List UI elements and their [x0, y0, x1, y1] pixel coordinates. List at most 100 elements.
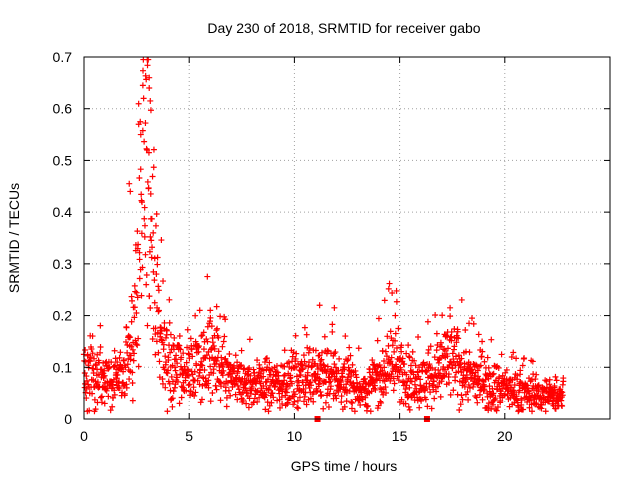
- data-point: [405, 403, 412, 410]
- data-point: [140, 67, 147, 74]
- data-point: [89, 390, 96, 397]
- data-point: [489, 401, 496, 408]
- data-point: [150, 229, 157, 236]
- data-point: [250, 399, 257, 406]
- data-point: [294, 404, 301, 411]
- data-point: [494, 404, 501, 411]
- data-point: [133, 289, 140, 296]
- x-axis-label: GPS time / hours: [291, 458, 398, 474]
- data-point: [406, 406, 413, 413]
- data-point: [177, 346, 184, 353]
- data-point: [144, 322, 151, 329]
- data-point: [144, 62, 151, 69]
- data-point: [320, 405, 327, 412]
- data-point: [449, 365, 456, 372]
- data-point: [489, 371, 496, 378]
- data-point: [397, 366, 404, 373]
- data-point: [399, 355, 406, 362]
- data-point: [149, 244, 156, 251]
- data-point: [169, 403, 176, 410]
- data-point: [94, 379, 101, 386]
- data-point: [466, 349, 473, 356]
- data-point: [479, 396, 486, 403]
- data-point: [89, 333, 96, 340]
- data-point: [442, 332, 449, 339]
- data-point: [151, 255, 158, 262]
- data-point: [493, 407, 500, 414]
- data-point: [97, 349, 104, 356]
- data-point: [474, 399, 481, 406]
- data-point: [145, 56, 152, 63]
- data-point: [194, 377, 201, 384]
- data-point: [455, 335, 462, 342]
- data-point: [150, 146, 157, 153]
- data-point: [151, 277, 158, 284]
- data-point: [377, 398, 384, 405]
- data-point: [265, 387, 272, 394]
- data-point: [430, 378, 437, 385]
- data-point: [431, 395, 438, 402]
- data-point: [312, 377, 319, 384]
- data-point: [387, 328, 394, 335]
- data-point: [332, 364, 339, 371]
- data-point: [139, 127, 146, 134]
- data-point: [135, 363, 142, 370]
- data-point: [191, 368, 198, 375]
- data-point: [372, 386, 379, 393]
- data-point: [178, 383, 185, 390]
- data-point: [200, 346, 207, 353]
- data-point: [325, 404, 332, 411]
- data-point: [222, 316, 229, 323]
- data-point: [461, 383, 468, 390]
- data-point: [346, 388, 353, 395]
- data-point: [329, 328, 336, 335]
- data-point: [146, 85, 153, 92]
- data-point: [256, 394, 263, 401]
- data-point: [238, 347, 245, 354]
- data-point: [164, 408, 171, 415]
- data-point: [234, 359, 241, 366]
- data-point: [264, 399, 271, 406]
- data-point: [402, 386, 409, 393]
- data-point: [528, 376, 535, 383]
- data-point: [393, 344, 400, 351]
- data-point: [133, 341, 140, 348]
- data-point: [420, 359, 427, 366]
- data-point: [395, 325, 402, 332]
- data-point: [428, 405, 435, 412]
- data-point: [314, 366, 321, 373]
- data-point: [187, 335, 194, 342]
- data-point: [170, 388, 177, 395]
- data-point: [559, 403, 566, 410]
- data-point: [134, 228, 141, 235]
- data-point: [381, 297, 388, 304]
- data-point: [498, 351, 505, 358]
- data-point: [465, 381, 472, 388]
- data-point: [526, 404, 533, 411]
- data-point: [161, 319, 168, 326]
- data-point: [153, 271, 160, 278]
- data-point: [268, 399, 275, 406]
- chart-title: Day 230 of 2018, SRMTID for receiver gab…: [207, 20, 480, 36]
- data-point: [283, 380, 290, 387]
- data-point: [213, 357, 220, 364]
- data-point: [116, 384, 123, 391]
- data-point: [212, 382, 219, 389]
- data-point: [405, 353, 412, 360]
- data-point: [143, 281, 150, 288]
- x-tick-label: 10: [287, 428, 303, 444]
- data-point: [521, 389, 528, 396]
- data-point: [86, 407, 93, 414]
- data-point: [514, 372, 521, 379]
- data-point: [221, 333, 228, 340]
- data-point: [318, 392, 325, 399]
- data-point: [348, 373, 355, 380]
- data-point: [262, 392, 269, 399]
- data-point: [476, 376, 483, 383]
- data-point: [109, 403, 116, 410]
- data-point: [254, 398, 261, 405]
- data-point: [135, 241, 142, 248]
- data-point: [324, 363, 331, 370]
- data-point: [444, 345, 451, 352]
- data-point: [222, 355, 229, 362]
